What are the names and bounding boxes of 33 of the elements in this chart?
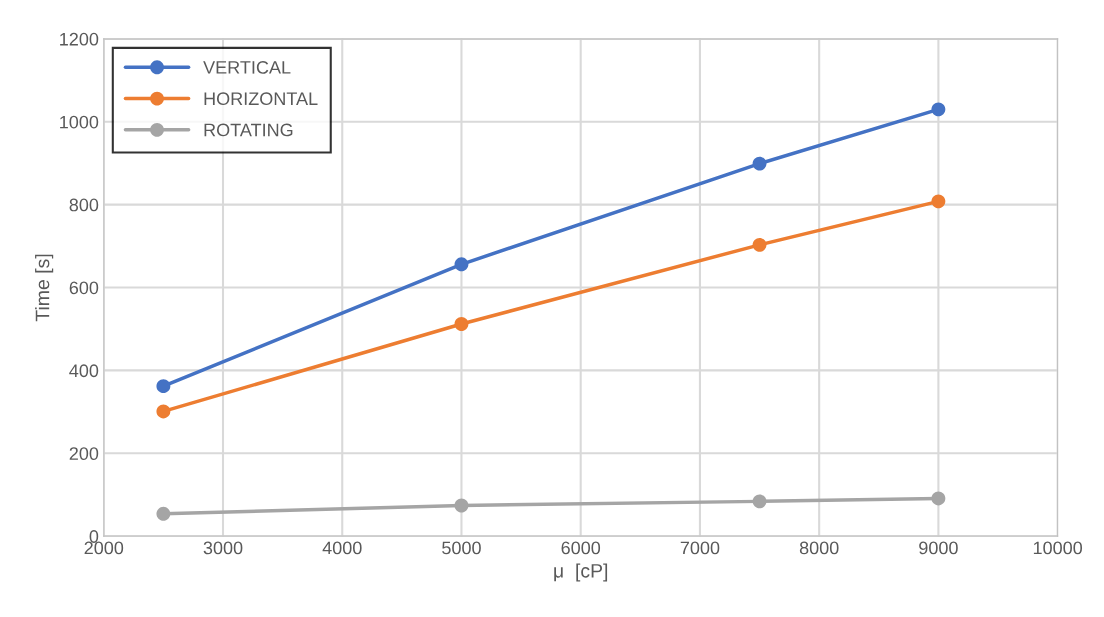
x-tick-label: 10000 bbox=[1033, 541, 1083, 555]
x-tick-label: 4000 bbox=[322, 541, 362, 555]
x-tick-label: 5000 bbox=[442, 541, 481, 555]
point bbox=[454, 257, 469, 272]
point bbox=[156, 379, 171, 394]
x-tick-label: 9000 bbox=[919, 541, 958, 555]
legend-label: ROTATING bbox=[204, 123, 293, 137]
point bbox=[156, 404, 171, 419]
point bbox=[156, 506, 171, 521]
y-tick-label: 400 bbox=[69, 364, 99, 378]
point bbox=[931, 102, 946, 117]
y-tick-label: 0 bbox=[89, 530, 99, 543]
y-tick-label: 600 bbox=[69, 281, 99, 295]
y-tick-label: 200 bbox=[69, 447, 99, 461]
y-axis-title: Time [s] bbox=[35, 254, 54, 322]
point bbox=[931, 491, 946, 506]
point bbox=[752, 237, 767, 252]
legend-label: VERTICAL bbox=[203, 61, 291, 74]
x-tick-label: 8000 bbox=[799, 541, 839, 555]
point bbox=[752, 156, 767, 171]
y-tick-label: 1200 bbox=[60, 32, 99, 46]
x-tick-label: 2000 bbox=[84, 541, 124, 555]
x-tick-label: 3000 bbox=[203, 541, 243, 555]
x-tick-label: 6000 bbox=[561, 541, 601, 555]
point bbox=[931, 194, 946, 209]
point bbox=[454, 317, 469, 331]
legend-label: HORIZONTAL bbox=[204, 92, 318, 106]
point bbox=[752, 494, 767, 509]
point bbox=[454, 498, 469, 513]
x-tick-label: 7000 bbox=[680, 541, 720, 555]
x-axis-title: μ [cP] bbox=[554, 563, 608, 582]
y-tick-label: 1000 bbox=[60, 115, 99, 129]
y-tick-label: 800 bbox=[69, 198, 99, 212]
